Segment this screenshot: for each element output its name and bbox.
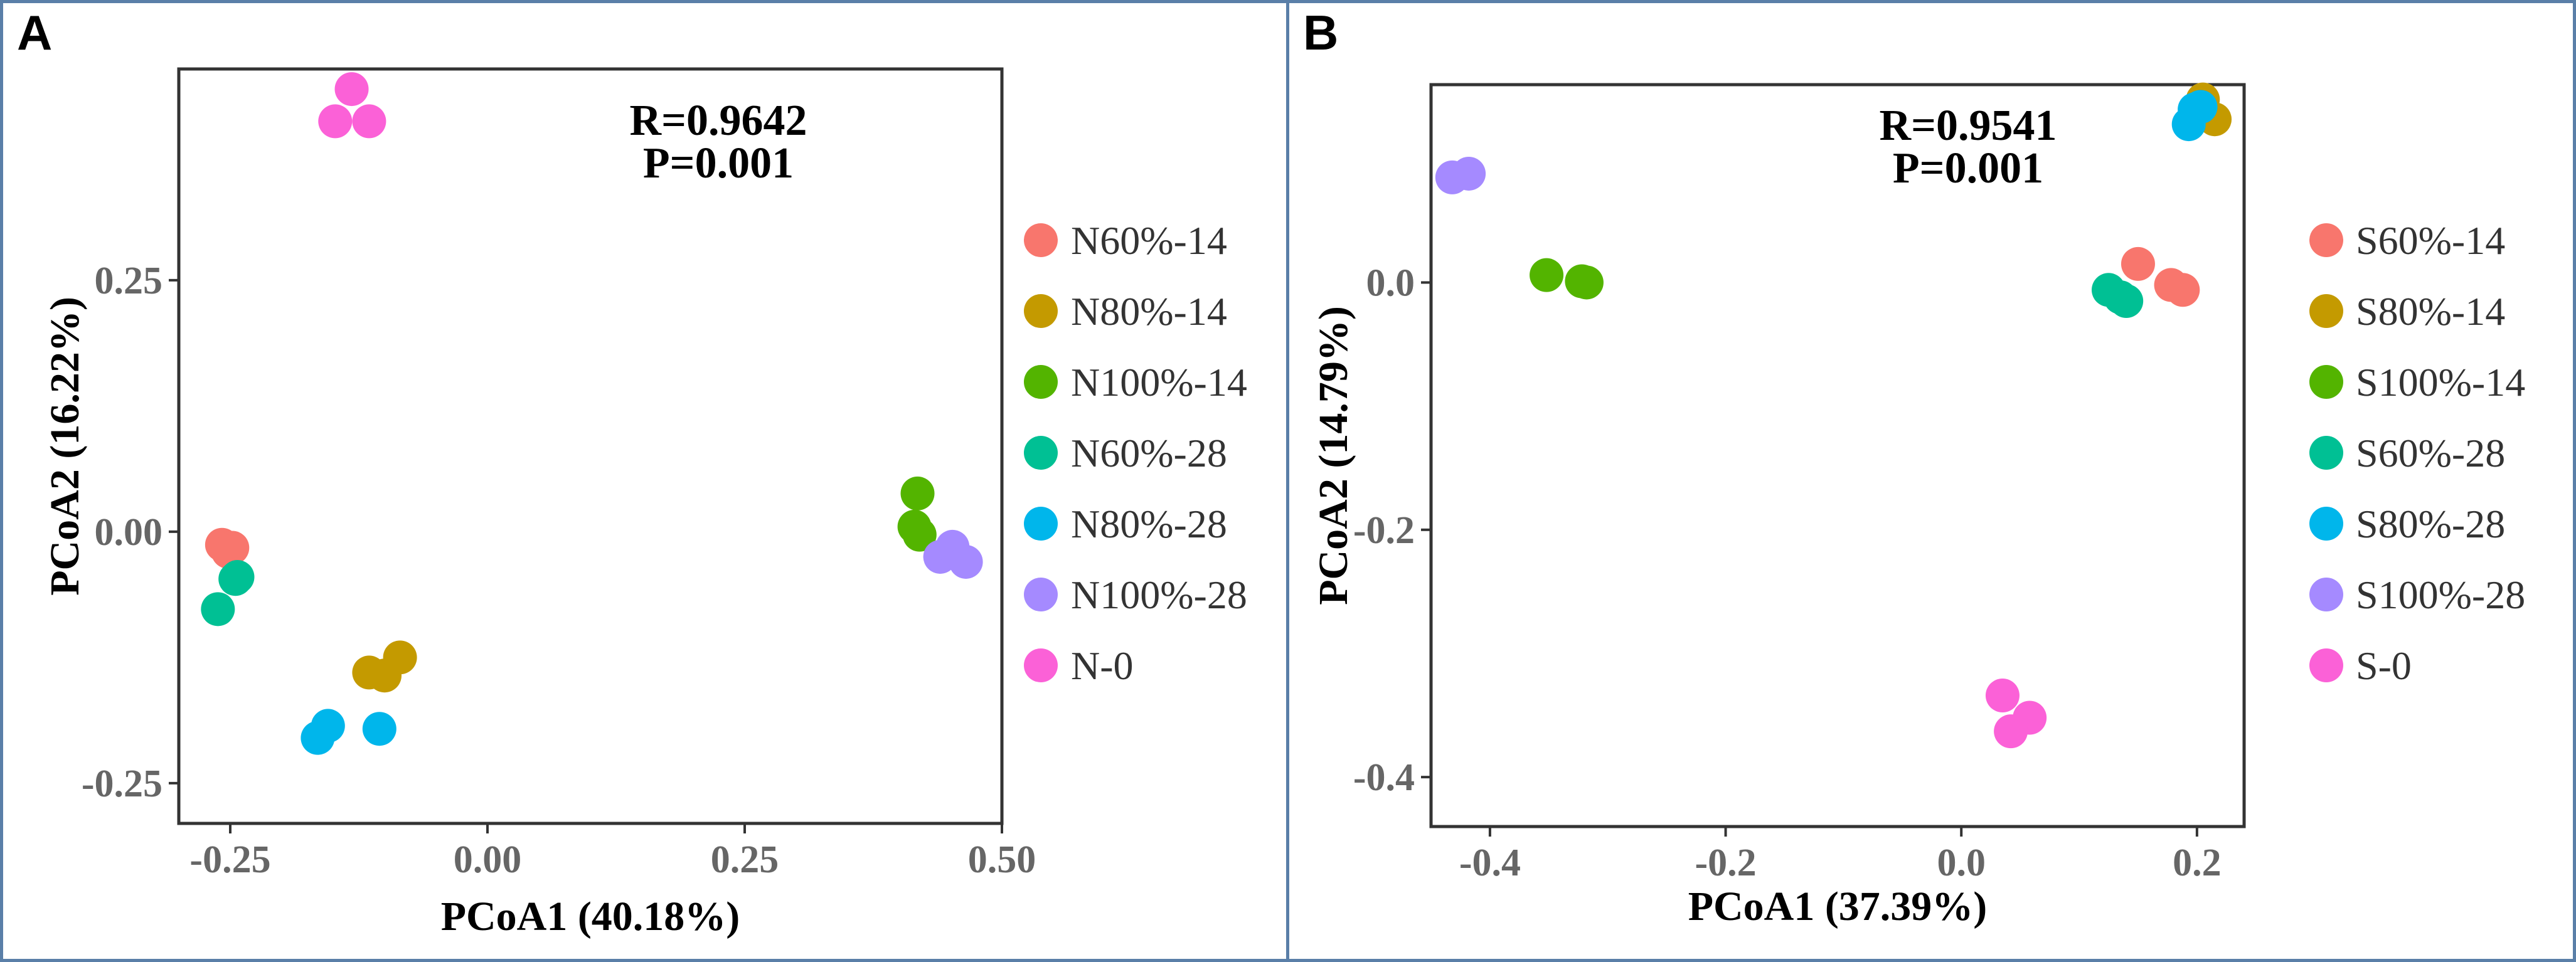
data-point	[2109, 284, 2144, 319]
legend-key	[2309, 223, 2343, 257]
plot-frame	[177, 67, 1004, 825]
legend-label: S60%-14	[2356, 218, 2505, 263]
data-point	[902, 517, 937, 552]
data-point	[1452, 156, 1486, 191]
y-tick-label: -0.25	[82, 763, 162, 805]
data-point	[220, 560, 255, 595]
legend-label: S-0	[2356, 643, 2412, 688]
data-point	[1530, 258, 1564, 292]
data-point	[900, 476, 935, 510]
legend-key	[1024, 648, 1058, 682]
x-tick-label: 0.50	[968, 838, 1036, 881]
y-tick-label: 0.00	[95, 511, 163, 554]
legend-key	[2309, 648, 2343, 682]
data-point	[1985, 679, 2020, 713]
data-point	[334, 72, 369, 107]
data-point	[318, 104, 353, 139]
x-tick-label: 0.25	[711, 838, 779, 881]
data-point	[383, 640, 417, 675]
y-tick-label: -0.2	[1353, 509, 1415, 552]
data-point	[2166, 273, 2200, 307]
data-point	[1994, 714, 2028, 749]
y-axis-title: PCoA2 (14.79%)	[1311, 306, 1356, 605]
x-tick-label: 0.0	[1937, 842, 1986, 884]
x-tick-label: 0.2	[2173, 842, 2222, 884]
legend-key	[1024, 436, 1058, 470]
legend-key	[1024, 223, 1058, 257]
panel-a-label: A	[17, 5, 53, 60]
data-point	[352, 104, 386, 139]
legend-label: N100%-28	[1071, 573, 1247, 617]
data-point	[1569, 265, 1604, 300]
panel-b-label: B	[1303, 5, 1339, 60]
legend-key	[2309, 578, 2343, 611]
legend-label: N80%-28	[1071, 502, 1227, 546]
legend-label: S80%-28	[2356, 502, 2505, 546]
r-statistic: R=0.9541	[1880, 102, 2057, 150]
x-axis-title: PCoA1 (37.39%)	[1688, 884, 1988, 929]
y-tick-label: 0.25	[95, 260, 163, 302]
legend-key	[1024, 507, 1058, 541]
x-axis-title: PCoA1 (40.18%)	[441, 894, 740, 939]
panel-a: A -0.25 0.00 0.25 0.50 -0.25 0.00 0.25 PCoA1 (4…	[0, 0, 1289, 962]
data-point	[2183, 90, 2218, 124]
legend-label: S80%-14	[2356, 289, 2505, 334]
x-tick-label: 0.00	[454, 838, 522, 881]
legend-label: N100%-14	[1071, 360, 1247, 404]
legend-key	[2309, 294, 2343, 328]
legend-key	[1024, 365, 1058, 399]
x-tick-label: -0.2	[1695, 842, 1756, 884]
data-point	[362, 712, 397, 746]
legend-label: S100%-14	[2356, 360, 2525, 404]
y-tick-label: -0.4	[1353, 756, 1415, 799]
y-tick-label: 0.0	[1366, 262, 1415, 304]
panel-b: B -0.4 -0.2 0.0 0.2 -0.4 -0.2 0.0 PCoA1 (37.39%…	[1286, 0, 2576, 962]
data-point	[949, 544, 983, 579]
y-axis-title: PCoA2 (16.22%)	[42, 297, 88, 596]
x-tick-label: -0.4	[1459, 842, 1521, 884]
p-value: P=0.001	[643, 139, 794, 188]
legend-label: S100%-28	[2356, 573, 2525, 617]
data-point	[311, 709, 345, 743]
r-statistic: R=0.9642	[630, 97, 807, 145]
legend-label: S60%-28	[2356, 431, 2505, 475]
plot-frame	[1429, 83, 2246, 828]
data-point	[201, 592, 235, 626]
legend-label: N80%-14	[1071, 289, 1227, 334]
legend-key	[1024, 294, 1058, 328]
legend-key	[2309, 507, 2343, 541]
legend-label: N60%-14	[1071, 218, 1227, 263]
pcoa-plot-a: -0.25 0.00 0.25 0.50 -0.25 0.00 0.25 PCoA1 (40.…	[42, 67, 1247, 939]
legend-key	[2309, 436, 2343, 470]
legend-label: N-0	[1071, 643, 1134, 688]
x-tick-label: -0.25	[189, 838, 270, 881]
legend-key	[2309, 365, 2343, 399]
data-point	[2121, 246, 2155, 281]
legend-key	[1024, 578, 1058, 611]
p-value: P=0.001	[1893, 144, 2043, 193]
legend-label: N60%-28	[1071, 431, 1227, 475]
